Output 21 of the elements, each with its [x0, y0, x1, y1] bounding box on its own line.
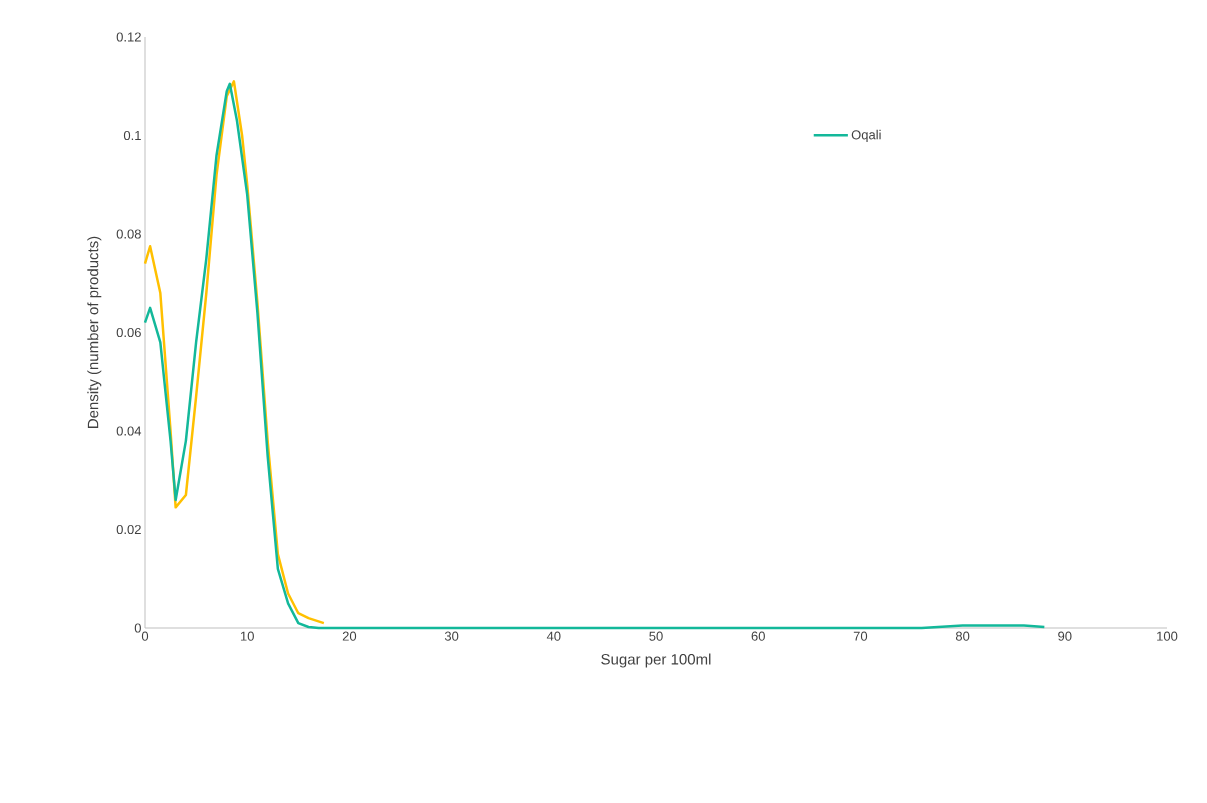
y-tick-label: 0.1 — [123, 130, 141, 141]
x-tick-label: 40 — [546, 631, 561, 641]
y-tick-label: 0 — [134, 623, 141, 633]
y-tick-label: 0.08 — [116, 229, 141, 239]
x-tick-label: 20 — [342, 631, 357, 641]
x-tick-label: 80 — [955, 631, 970, 641]
x-tick-label: 30 — [444, 631, 459, 641]
y-tick-label: 0.06 — [116, 327, 141, 338]
x-tick-label: 10 — [240, 631, 254, 641]
x-tick-label: 60 — [751, 631, 765, 641]
y-axis-title: Density (number of products) — [87, 236, 102, 428]
legend-label: Oqali — [851, 129, 881, 142]
y-tick-label: 0.12 — [116, 32, 141, 42]
x-tick-label: 70 — [853, 631, 868, 641]
x-axis-title: Sugar per 100ml — [601, 653, 711, 668]
y-tick-label: 0.02 — [116, 524, 141, 535]
x-tick-label: 50 — [649, 631, 663, 641]
x-tick-label: 100 — [1157, 631, 1178, 641]
x-tick-label: 90 — [1058, 631, 1072, 641]
y-tick-label: 0.04 — [116, 426, 142, 436]
x-tick-label: 0 — [141, 631, 149, 641]
